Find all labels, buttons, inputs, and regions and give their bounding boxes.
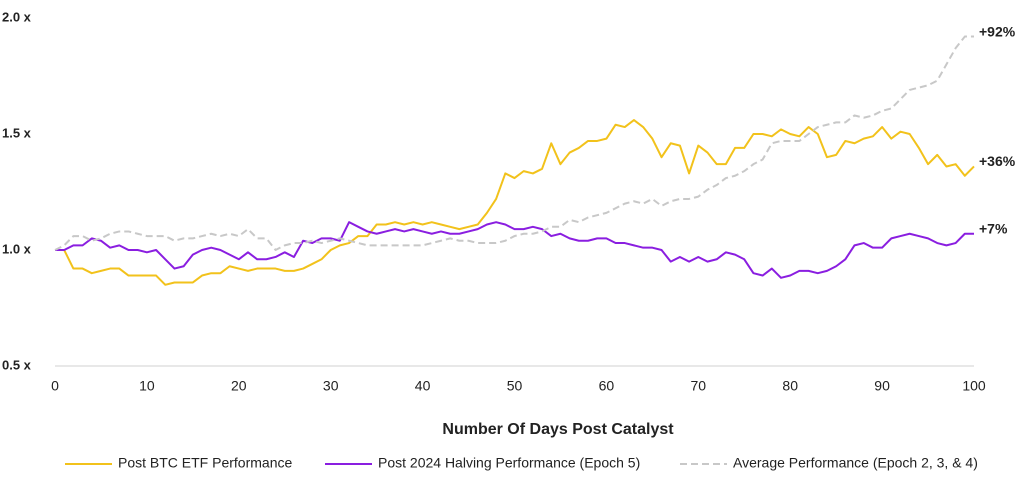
x-tick-label: 30 — [323, 378, 339, 394]
series-line — [54, 35, 974, 251]
x-tick-label: 90 — [874, 378, 890, 394]
x-tick-label: 20 — [231, 378, 247, 394]
x-tick-label: 80 — [782, 378, 798, 394]
end-label: +36% — [979, 153, 1016, 169]
y-tick-label: 2.0 x — [2, 9, 32, 24]
end-label: +7% — [979, 220, 1008, 236]
legend-label: Post BTC ETF Performance — [118, 455, 292, 471]
y-tick-label: 1.5 x — [2, 125, 32, 140]
x-axis-title: Number Of Days Post Catalyst — [442, 421, 674, 438]
legend-label: Post 2024 Halving Performance (Epoch 5) — [378, 455, 640, 471]
x-tick-label: 50 — [507, 378, 523, 394]
legend-label: Average Performance (Epoch 2, 3, & 4) — [733, 455, 978, 471]
x-tick-label: 40 — [415, 378, 431, 394]
series-line — [55, 221, 974, 279]
series-line — [55, 119, 975, 286]
x-tick-label: 0 — [51, 378, 59, 394]
end-label: +92% — [979, 23, 1016, 39]
x-tick-label: 70 — [691, 378, 707, 394]
y-tick-label: 1.0 x — [2, 241, 32, 256]
y-tick-label: 0.5 x — [2, 357, 32, 372]
x-tick-label: 60 — [599, 378, 615, 394]
x-tick-label: 100 — [962, 378, 986, 394]
x-tick-label: 10 — [139, 378, 155, 394]
